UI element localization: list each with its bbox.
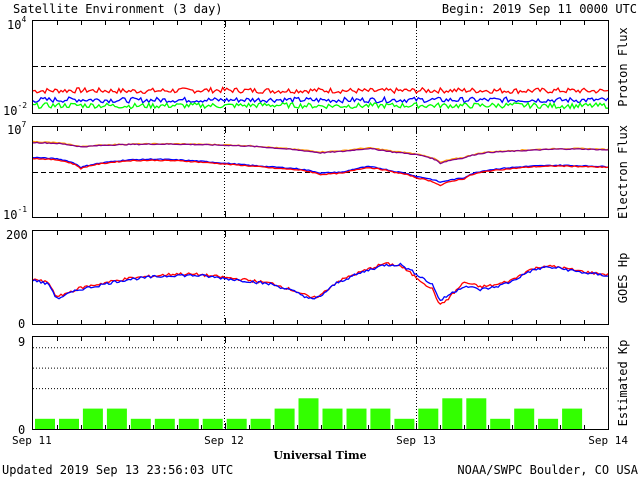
kp-bar (490, 418, 511, 429)
kp-bar (394, 418, 415, 429)
svg-text:107: 107 (7, 120, 26, 137)
credit-text: NOAA/SWPC Boulder, CO USA (457, 463, 638, 477)
kp-bar (106, 408, 127, 429)
kp-bar (59, 418, 79, 429)
hp-ytick-top: 200 (6, 228, 28, 242)
kp-bar (298, 398, 319, 429)
proton-blue-line (32, 95, 609, 104)
updated-timestamp: Updated 2019 Sep 13 23:56:03 UTC (2, 463, 233, 477)
electron-ytick-top: 107 (7, 120, 26, 137)
proton-ytick-top: 104 (7, 15, 26, 32)
kp-bar (346, 408, 367, 429)
electron-panel-frame (32, 126, 609, 218)
electron-flux-label: Electron Flux (616, 125, 630, 219)
electron-red-line (32, 157, 609, 187)
xtick-sep14: Sep 14 (588, 434, 628, 447)
kp-bar (370, 408, 391, 429)
kp-bar (418, 408, 439, 429)
goes-hp-series (32, 262, 609, 305)
kp-bar (442, 398, 463, 429)
estimated-kp-label: Estimated Kp (616, 340, 630, 427)
hp-ytick-bottom: 0 (18, 317, 25, 331)
electron-blue-line (32, 156, 609, 183)
xtick-sep12: Sep 12 (204, 434, 244, 447)
svg-text:10-1: 10-1 (3, 205, 27, 222)
goes-hp-label: GOES Hp (616, 253, 630, 304)
kp-bar (274, 408, 295, 429)
xtick-sep11: Sep 11 (12, 434, 52, 447)
proton-flux-series (32, 86, 609, 110)
kp-panel-frame (32, 336, 609, 430)
hp-blue-line (32, 262, 609, 302)
kp-bar (514, 408, 535, 429)
proton-panel-frame (32, 20, 609, 114)
electron-purple-line (32, 141, 609, 165)
svg-text:10-2: 10-2 (3, 101, 27, 118)
figure-title: Satellite Environment (3 day) (13, 2, 223, 16)
kp-bar (466, 398, 487, 429)
kp-bar (322, 408, 343, 429)
hp-red-line (32, 262, 609, 305)
x-axis-label: Universal Time (273, 449, 366, 462)
svg-text:104: 104 (7, 15, 26, 32)
begin-time: Begin: 2019 Sep 11 0000 UTC (442, 2, 637, 16)
kp-bar (154, 418, 175, 429)
kp-bar (562, 408, 583, 429)
kp-bar (178, 418, 199, 429)
kp-grid-lines (33, 347, 608, 390)
kp-bar (35, 418, 55, 429)
kp-bars (35, 398, 583, 429)
proton-green-line (32, 101, 608, 110)
kp-bar (250, 418, 271, 429)
kp-bar (226, 418, 247, 429)
proton-ytick-bottom: 10-2 (3, 101, 27, 118)
kp-bar (202, 418, 223, 429)
kp-bar (130, 418, 151, 429)
kp-bar (82, 408, 103, 429)
xtick-sep13: Sep 13 (396, 434, 436, 447)
hp-panel-frame (32, 230, 609, 325)
electron-ytick-bottom: 10-1 (3, 205, 27, 222)
day-dividers (224, 21, 417, 429)
proton-red-line (32, 86, 609, 95)
proton-flux-label: Proton Flux (616, 27, 630, 106)
kp-ytick-bottom: 0 (18, 423, 25, 437)
kp-bar (538, 418, 559, 429)
x-axis-ticks (57, 21, 585, 429)
electron-flux-series (32, 140, 609, 187)
kp-ytick-top: 9 (18, 335, 25, 349)
